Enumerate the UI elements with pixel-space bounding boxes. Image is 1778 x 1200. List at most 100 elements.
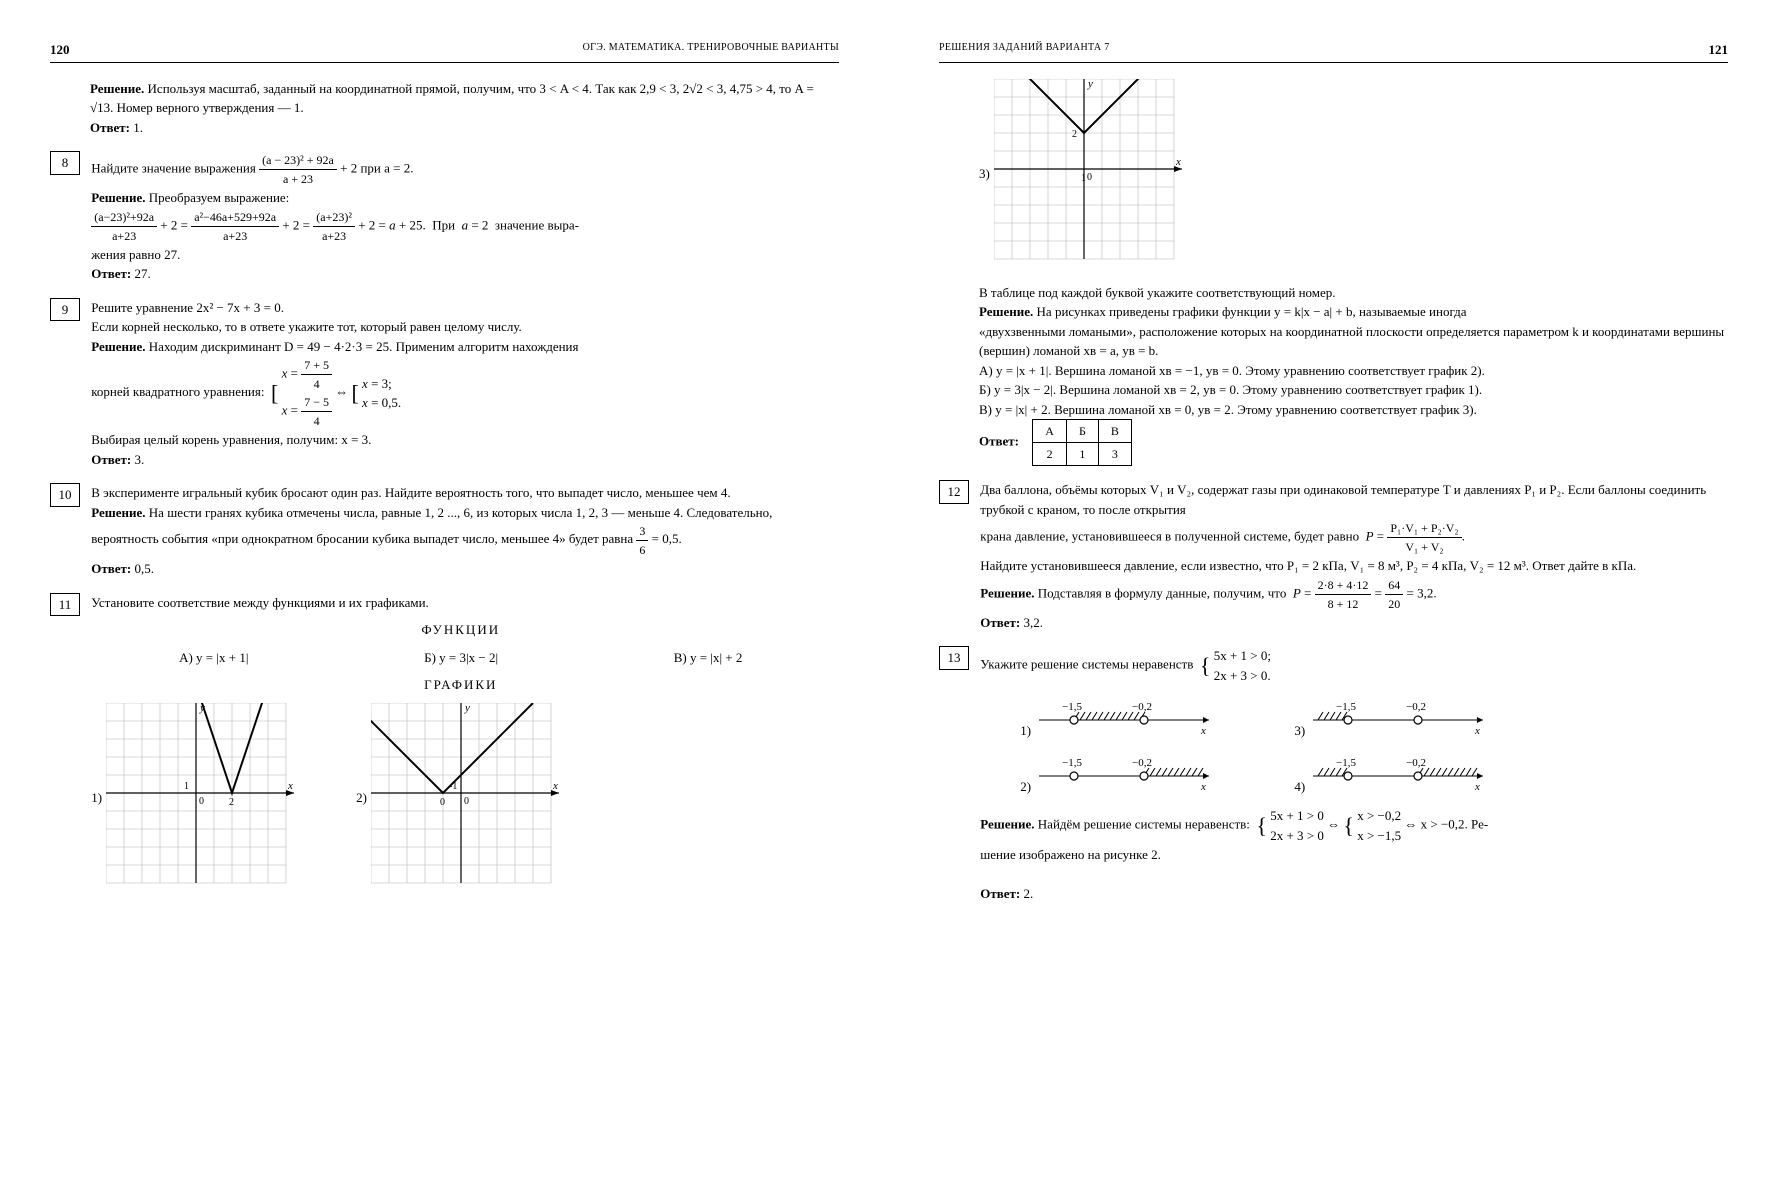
svg-text:1: 1 — [184, 781, 189, 792]
p12-t2: крана давление, установившееся в получен… — [980, 528, 1359, 543]
problem-8: 8 Найдите значение выражения (a − 23)² +… — [50, 151, 839, 284]
answer-label: Ответ: — [91, 452, 134, 467]
answer-table: АБВ 213 — [1032, 419, 1132, 466]
p10-sol: На шести гранях кубика отмечены числа, р… — [91, 505, 772, 547]
p13-ans: 2. — [1024, 886, 1034, 901]
p8-ans: 27. — [135, 266, 151, 281]
svg-text:2: 2 — [229, 797, 234, 808]
graph-2: xy00-1 — [371, 703, 561, 893]
page-number: 121 — [1709, 40, 1729, 60]
p8-fraction: (a − 23)² + 92aa + 23 — [259, 151, 337, 188]
problem-13: 13 Укажите решение системы неравенств { … — [939, 646, 1728, 904]
svg-text:−0,2: −0,2 — [1132, 757, 1152, 769]
answer-label: Ответ: — [980, 886, 1023, 901]
header-right: РЕШЕНИЯ ЗАДАНИЙ ВАРИАНТА 7 121 — [939, 40, 1728, 63]
p9-sol1: Находим дискриминант D = 49 − 4·2·3 = 25… — [149, 339, 579, 354]
func-b: Б) y = 3|x − 2| — [424, 648, 498, 668]
problem-number: 13 — [939, 646, 969, 670]
graph-label-2: 2) — [356, 788, 367, 808]
svg-text:−1,5: −1,5 — [1336, 701, 1356, 713]
graph-3: x y 01 2 — [994, 79, 1184, 269]
solution-label: Решение. — [980, 585, 1038, 600]
problem-number: 11 — [50, 593, 80, 617]
svg-text:x: x — [1200, 781, 1206, 791]
p12-ans: 3,2. — [1024, 615, 1044, 630]
numberline-2: −1,5 −0,2 x — [1034, 751, 1214, 791]
p9-note: Если корней несколько, то в ответе укажи… — [91, 319, 522, 334]
svg-text:1: 1 — [1081, 173, 1086, 184]
svg-text:0: 0 — [199, 796, 204, 807]
svg-text:y: y — [1087, 79, 1093, 90]
solution-label: Решение. — [979, 304, 1037, 319]
p13-sys1: 5x + 1 > 0; — [1214, 646, 1271, 666]
problem-11-solution: В таблице под каждой буквой укажите соот… — [979, 283, 1728, 467]
svg-text:0: 0 — [1087, 172, 1092, 183]
problem-number: 10 — [50, 483, 80, 507]
solution-label: Решение. — [980, 816, 1038, 831]
header-text: ОГЭ. МАТЕМАТИКА. ТРЕНИРОВОЧНЫЕ ВАРИАНТЫ — [583, 40, 839, 60]
problem-11: 11 Установите соответствие между функция… — [50, 593, 839, 893]
p13-task: Укажите решение системы неравенств — [980, 656, 1193, 671]
p11-task: Установите соответствие между функциями … — [91, 595, 429, 610]
solution-label: Решение. — [90, 81, 148, 96]
p13-sys2: 2x + 3 > 0. — [1214, 666, 1271, 686]
opt1-label: 1) — [1020, 723, 1031, 738]
solution-label: Решение. — [91, 339, 149, 354]
p10-ans: 0,5. — [135, 561, 155, 576]
svg-text:x: x — [552, 780, 558, 792]
problem-7-solution: Решение. Используя масштаб, заданный на … — [90, 79, 839, 138]
numberline-3: −1,5 −0,2 x — [1308, 695, 1488, 735]
svg-text:x: x — [1200, 725, 1206, 735]
p11-A: А) y = |x + 1|. Вершина ломаной xв = −1,… — [979, 363, 1485, 378]
svg-text:x: x — [1175, 156, 1181, 168]
p13-solres: ⇔ x > −0,2. Ре- — [1404, 816, 1488, 831]
answer-label: Ответ: — [91, 266, 134, 281]
graph-1: xy021 — [106, 703, 296, 893]
svg-text:−1,5: −1,5 — [1062, 701, 1082, 713]
problem-10: 10 В эксперименте игральный кубик бросаю… — [50, 483, 839, 579]
solution-label: Решение. — [91, 190, 149, 205]
p8-tail: + 2 при a = 2. — [340, 160, 413, 175]
graph-label-3: 3) — [979, 164, 990, 184]
svg-text:−0,2: −0,2 — [1406, 701, 1426, 713]
svg-text:x: x — [1474, 725, 1480, 735]
svg-text:x: x — [287, 780, 293, 792]
p9-ans: 3. — [135, 452, 145, 467]
p9-sol2: корней квадратного уравнения: — [91, 384, 264, 399]
answer-label: Ответ: — [980, 615, 1023, 630]
svg-text:2: 2 — [1072, 129, 1077, 140]
numberline-4: −1,5−0,2x — [1308, 751, 1488, 791]
p11-intro: В таблице под каждой буквой укажите соот… — [979, 285, 1336, 300]
p12-sol: Подставляя в формулу данные, получим, чт… — [1038, 585, 1287, 600]
p11-sol2: «двухзвенными ломаными», расположение ко… — [979, 324, 1724, 359]
p12-t1: Два баллона, объёмы которых V₁ и V₂, сод… — [980, 482, 1706, 517]
solution-label: Решение. — [91, 505, 149, 520]
svg-text:−0,2: −0,2 — [1406, 757, 1426, 769]
problem-number: 8 — [50, 151, 80, 175]
p13-sol2: шение изображено на рисунке 2. — [980, 847, 1161, 862]
p8-sol1: Преобразуем выражение: — [149, 190, 290, 205]
p9-task: Решите уравнение 2x² − 7x + 3 = 0. — [91, 300, 284, 315]
p7-ans: 1. — [133, 120, 143, 135]
svg-text:−1,5: −1,5 — [1062, 757, 1082, 769]
p9-sol3: Выбирая целый корень уравнения, получим:… — [91, 432, 371, 447]
svg-text:0: 0 — [440, 797, 445, 808]
p12-t3: Найдите установившееся давление, если из… — [980, 558, 1636, 573]
opt4-label: 4) — [1294, 779, 1305, 794]
p13-sol1: Найдём решение системы неравенств: — [1038, 816, 1250, 831]
problem-9: 9 Решите уравнение 2x² − 7x + 3 = 0. Есл… — [50, 298, 839, 470]
page-number: 120 — [50, 40, 70, 60]
header-text: РЕШЕНИЯ ЗАДАНИЙ ВАРИАНТА 7 — [939, 40, 1110, 60]
p10-task: В эксперименте игральный кубик бросают о… — [91, 485, 730, 500]
problem-number: 12 — [939, 480, 969, 504]
problem-number: 9 — [50, 298, 80, 322]
page-121: РЕШЕНИЯ ЗАДАНИЙ ВАРИАНТА 7 121 3) xy012 … — [889, 0, 1778, 1200]
p8-task: Найдите значение выражения — [91, 160, 256, 175]
func-c: В) y = |x| + 2 — [674, 648, 743, 668]
header-left: 120 ОГЭ. МАТЕМАТИКА. ТРЕНИРОВОЧНЫЕ ВАРИА… — [50, 40, 839, 63]
answer-label: Ответ: — [90, 120, 133, 135]
graph-3-block: 3) x y 01 2 — [939, 79, 1728, 269]
svg-text:0: 0 — [464, 796, 469, 807]
svg-text:−1,5: −1,5 — [1336, 757, 1356, 769]
page-120: 120 ОГЭ. МАТЕМАТИКА. ТРЕНИРОВОЧНЫЕ ВАРИА… — [0, 0, 889, 1200]
